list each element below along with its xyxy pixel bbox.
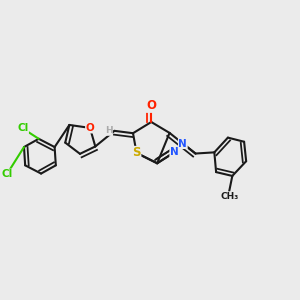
Text: O: O [85, 123, 94, 133]
Text: CH₃: CH₃ [221, 192, 239, 201]
Text: S: S [132, 146, 141, 159]
Text: N: N [170, 147, 178, 158]
Text: Cl: Cl [1, 169, 13, 179]
Text: Cl: Cl [17, 124, 28, 134]
Text: H: H [105, 126, 112, 135]
Text: N: N [178, 139, 187, 148]
Text: O: O [146, 99, 156, 112]
